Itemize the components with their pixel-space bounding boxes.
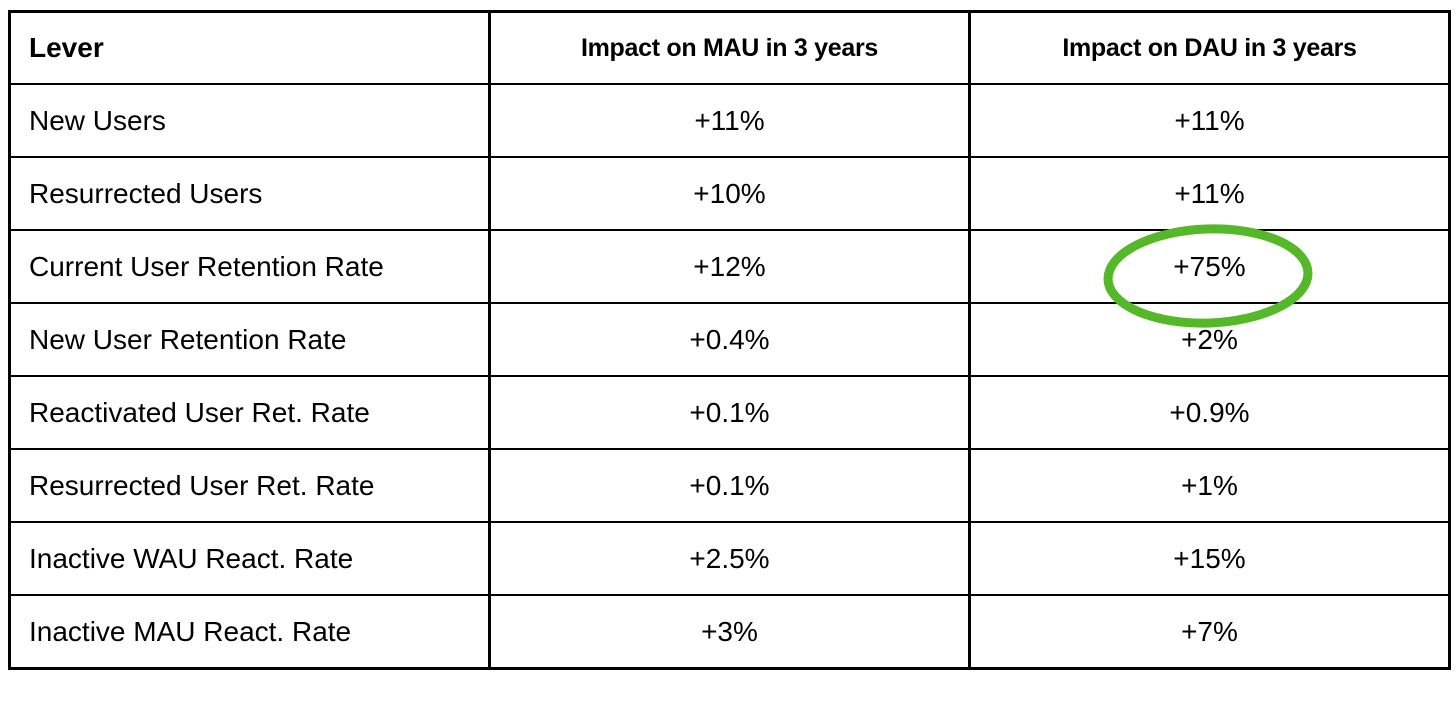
impact-table: Lever Impact on MAU in 3 years Impact on… <box>8 10 1451 670</box>
dau-value-cell: +0.9% <box>968 375 1451 450</box>
table-row: Current User Retention Rate +12% +75% <box>8 229 1451 304</box>
header-row: Lever Impact on MAU in 3 years Impact on… <box>8 10 1451 85</box>
dau-value-cell: +7% <box>968 594 1451 670</box>
mau-value-cell: +0.1% <box>488 375 971 450</box>
mau-value-cell: +10% <box>488 156 971 231</box>
dau-value-cell: +2% <box>968 302 1451 377</box>
table-row: Inactive MAU React. Rate +3% +7% <box>8 594 1451 670</box>
dau-value-cell: +11% <box>968 83 1451 158</box>
lever-cell: Resurrected Users <box>8 156 491 231</box>
mau-value-cell: +12% <box>488 229 971 304</box>
mau-value-cell: +0.4% <box>488 302 971 377</box>
table-row: Inactive WAU React. Rate +2.5% +15% <box>8 521 1451 596</box>
table-row: Resurrected User Ret. Rate +0.1% +1% <box>8 448 1451 523</box>
mau-value-cell: +11% <box>488 83 971 158</box>
column-header-mau-impact: Impact on MAU in 3 years <box>488 10 971 85</box>
mau-value-cell: +0.1% <box>488 448 971 523</box>
lever-cell: New User Retention Rate <box>8 302 491 377</box>
column-header-lever: Lever <box>8 10 491 85</box>
table-row: Resurrected Users +10% +11% <box>8 156 1451 231</box>
dau-value-cell: +11% <box>968 156 1451 231</box>
lever-cell: Inactive WAU React. Rate <box>8 521 491 596</box>
lever-cell: Inactive MAU React. Rate <box>8 594 491 670</box>
lever-cell: New Users <box>8 83 491 158</box>
dau-value-cell: +1% <box>968 448 1451 523</box>
dau-value-cell: +15% <box>968 521 1451 596</box>
column-header-dau-impact: Impact on DAU in 3 years <box>968 10 1451 85</box>
table-row: New User Retention Rate +0.4% +2% <box>8 302 1451 377</box>
table-row: New Users +11% +11% <box>8 83 1451 158</box>
mau-value-cell: +2.5% <box>488 521 971 596</box>
lever-cell: Reactivated User Ret. Rate <box>8 375 491 450</box>
mau-value-cell: +3% <box>488 594 971 670</box>
dau-value-cell-highlighted: +75% <box>968 229 1451 304</box>
lever-cell: Resurrected User Ret. Rate <box>8 448 491 523</box>
lever-cell: Current User Retention Rate <box>8 229 491 304</box>
table-row: Reactivated User Ret. Rate +0.1% +0.9% <box>8 375 1451 450</box>
